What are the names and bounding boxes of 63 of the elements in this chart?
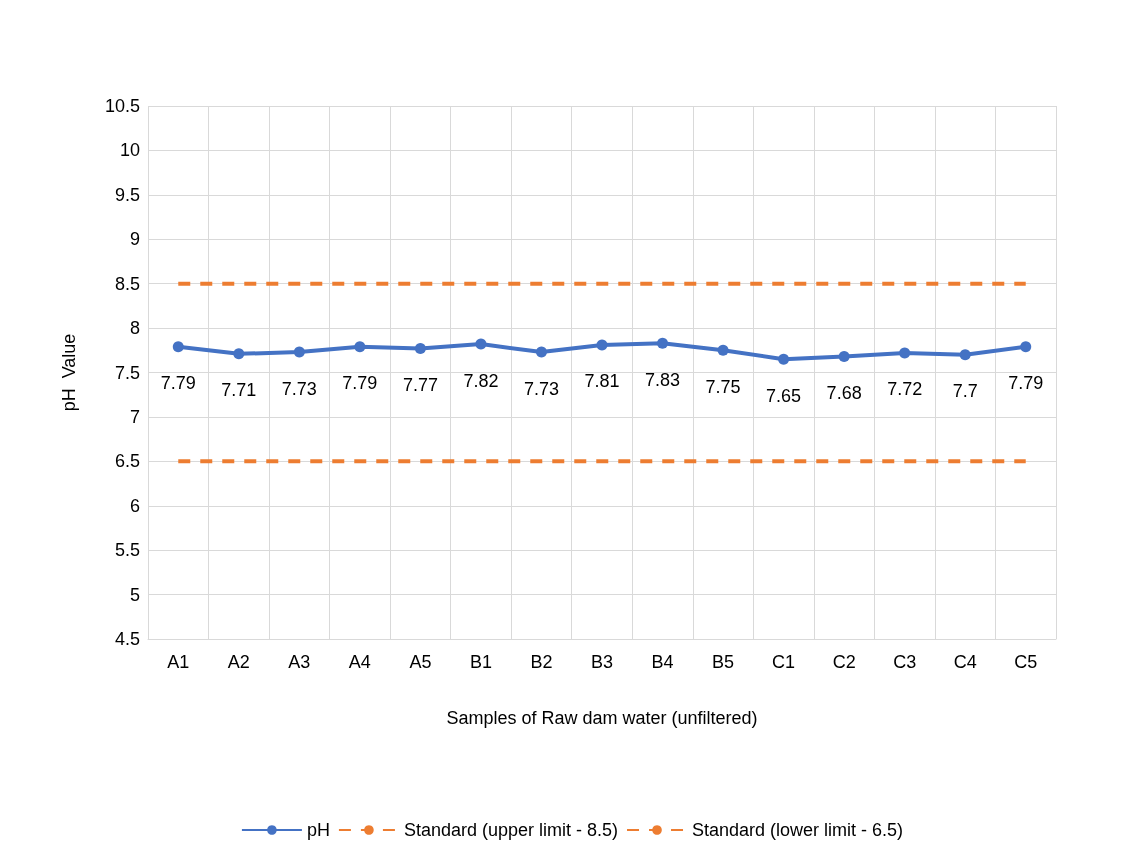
- x-tick-label: B1: [469, 652, 492, 672]
- point: [535, 346, 547, 358]
- data-label: 7.73: [281, 378, 317, 399]
- y-tick-label: 8: [129, 318, 140, 339]
- data-label: 7.68: [826, 383, 862, 404]
- y-tick-label: 5: [129, 584, 140, 605]
- y-tick-label: 7.5: [114, 362, 140, 383]
- x-tick-label: C5: [1014, 652, 1038, 672]
- x-tick-label: A4: [348, 652, 371, 672]
- y-tick-label: 4.5: [114, 629, 140, 649]
- y-tick-label: 6: [129, 495, 140, 516]
- data-label: 7.7: [952, 381, 978, 402]
- x-tick-label: A3: [288, 652, 311, 672]
- y-axis-title: pH Value: [59, 333, 79, 412]
- point: [414, 343, 426, 355]
- x-tick-label: C4: [953, 652, 977, 672]
- point: [475, 338, 487, 350]
- data-label: 7.79: [1008, 373, 1044, 394]
- y-tick-label: 6.5: [114, 451, 140, 472]
- point: [293, 346, 305, 358]
- data-label: 7.65: [766, 385, 802, 406]
- x-axis-title: Samples of Raw dam water (unfiltered): [446, 708, 758, 728]
- x-tick-label: A5: [409, 652, 432, 672]
- data-label: 7.79: [160, 373, 196, 394]
- point: [1020, 341, 1032, 353]
- x-tick-label: C2: [832, 652, 856, 672]
- x-tick-label: B2: [530, 652, 553, 672]
- x-tick-label: B5: [712, 652, 735, 672]
- x-tick-label: C3: [893, 652, 917, 672]
- data-label: 7.71: [221, 380, 257, 401]
- x-tick-label: C1: [772, 652, 796, 672]
- x-tick-label: A2: [227, 652, 250, 672]
- legend-label: pH: [306, 820, 330, 840]
- point: [596, 339, 608, 351]
- legend-label: Standard (upper limit - 8.5): [403, 820, 619, 840]
- y-tick-label: 9.5: [114, 184, 140, 205]
- point: [354, 341, 366, 353]
- y-tick-label: 9: [129, 229, 140, 250]
- legend-label: Standard (lower limit - 6.5): [692, 820, 904, 840]
- data-label: 7.75: [705, 376, 741, 397]
- point: [657, 337, 669, 349]
- data-label: 7.79: [342, 373, 378, 394]
- data-label: 7.82: [463, 370, 499, 391]
- x-tick-label: B3: [590, 652, 614, 672]
- data-label: 7.83: [645, 369, 681, 390]
- data-label: 7.77: [402, 375, 438, 396]
- x-tick-label: B4: [651, 652, 674, 672]
- point: [959, 349, 971, 361]
- point: [899, 347, 911, 359]
- y-tick-label: 7: [129, 406, 140, 427]
- data-label: 7.81: [584, 371, 620, 392]
- y-tick-label: 10.5: [104, 96, 140, 116]
- data-label: 7.73: [523, 378, 559, 399]
- x-tick-label: A1: [167, 652, 190, 672]
- point: [838, 351, 850, 363]
- point: [172, 341, 184, 353]
- y-tick-label: 5.5: [114, 540, 140, 561]
- point: [778, 353, 790, 365]
- point: [233, 348, 245, 360]
- y-tick-label: 10: [119, 140, 140, 161]
- point: [717, 344, 729, 356]
- data-label: 7.72: [887, 379, 923, 400]
- y-tick-label: 8.5: [114, 273, 140, 294]
